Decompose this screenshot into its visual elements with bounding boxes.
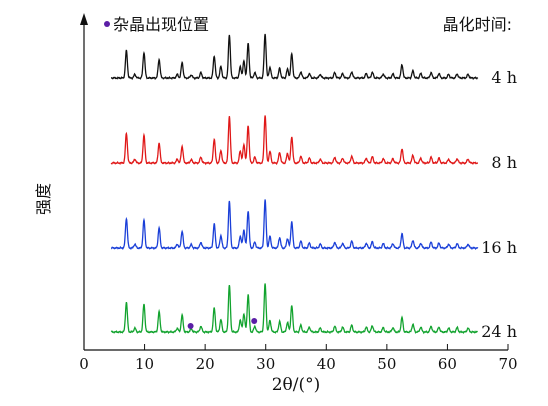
x-tick-label: 30 <box>256 355 275 373</box>
axes <box>80 13 508 351</box>
impurity-marker <box>187 323 194 329</box>
series-layer: 4 h 8 h 16 h 24 h <box>110 33 517 341</box>
y-axis-label: 强度 <box>34 183 53 215</box>
series-line-24h <box>110 283 478 335</box>
x-tick-label: 70 <box>498 355 517 373</box>
impurity-marker <box>251 318 258 324</box>
series-label: 24 h <box>481 322 517 341</box>
x-tick-label: 50 <box>377 355 396 373</box>
series-label: 4 h <box>491 68 517 87</box>
series-line-8h <box>110 115 478 166</box>
impurity-legend-label: 杂晶出现位置 <box>113 15 209 34</box>
series-line-4h <box>110 33 479 81</box>
series-label: 8 h <box>491 153 517 172</box>
x-tick-label: 0 <box>79 355 89 373</box>
series-line-16h <box>110 199 479 251</box>
x-tick-label: 10 <box>135 355 154 373</box>
y-axis-arrow <box>80 13 88 25</box>
x-tick-label: 60 <box>438 355 457 373</box>
x-tick-label: 40 <box>317 355 336 373</box>
series-label: 16 h <box>481 238 517 257</box>
x-ticks: 0 10 20 30 40 50 60 70 <box>79 344 518 373</box>
impurity-legend-marker <box>104 21 110 27</box>
impurity-markers <box>187 318 258 329</box>
x-axis-label: 2θ/(°) <box>272 375 321 395</box>
legend-title: 晶化时间: <box>443 15 512 34</box>
x-tick-label: 20 <box>196 355 215 373</box>
